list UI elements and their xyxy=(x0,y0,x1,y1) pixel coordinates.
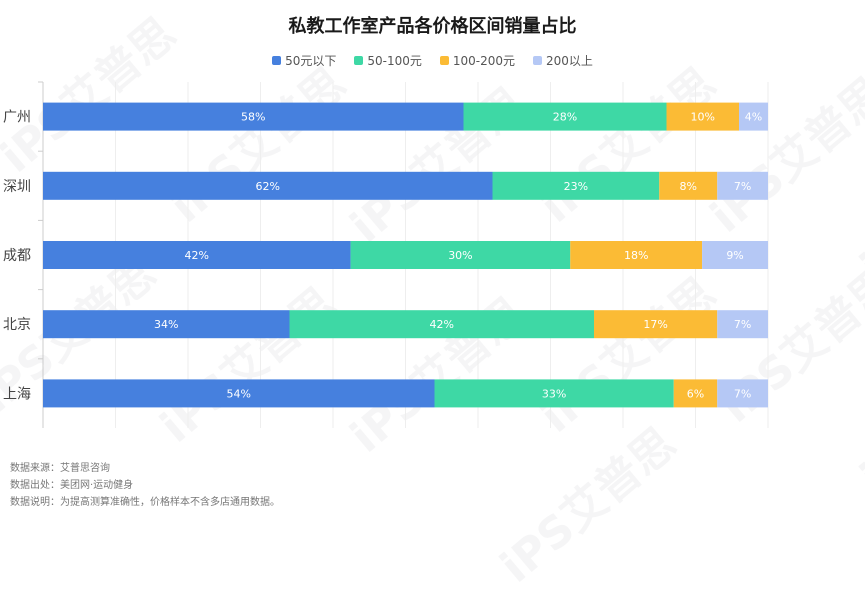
data-label: 4% xyxy=(745,111,762,124)
chart-title: 私教工作室产品各价格区间销量占比 xyxy=(288,16,577,37)
data-label: 33% xyxy=(542,387,566,400)
bar-segment xyxy=(434,379,674,408)
bar-segment xyxy=(659,171,718,200)
data-label: 8% xyxy=(680,180,697,193)
bar-segment xyxy=(570,241,703,269)
note-label: 数据出处： xyxy=(10,480,60,491)
legend-label: 50元以下 xyxy=(285,54,337,68)
data-label: 17% xyxy=(643,318,667,331)
note-source: 数据来源： 艾普思咨询 xyxy=(10,460,280,477)
bar-segment xyxy=(717,310,768,339)
bar-segment xyxy=(492,171,660,200)
note-label: 数据来源： xyxy=(10,463,60,474)
note-text: 美团网·运动健身 xyxy=(60,480,134,491)
bar-segment xyxy=(463,102,667,131)
bar-segment xyxy=(43,102,464,131)
legend-item-2[interactable]: 50-100元 xyxy=(354,52,422,69)
bar-segment xyxy=(43,379,435,408)
bar-segment xyxy=(43,241,351,269)
data-label: 7% xyxy=(734,318,751,331)
category-label: 上海 xyxy=(3,386,31,402)
bar-segment xyxy=(43,171,493,200)
legend-label: 50-100元 xyxy=(367,54,422,68)
chart-legend: 50元以下 50-100元 100-200元 200以上 xyxy=(0,52,865,69)
bar-segment xyxy=(739,102,768,131)
bar-segment xyxy=(43,310,290,339)
note-text: 为提高测算准确性，价格样本不含多店通用数据。 xyxy=(60,497,280,508)
data-label: 7% xyxy=(734,387,751,400)
data-label: 34% xyxy=(154,318,178,331)
bar-segment xyxy=(594,310,718,339)
legend-item-4[interactable]: 200以上 xyxy=(533,52,593,69)
note-origin: 数据出处： 美团网·运动健身 xyxy=(10,477,280,494)
category-label: 北京 xyxy=(3,317,31,333)
data-label: 58% xyxy=(241,111,265,124)
data-label: 62% xyxy=(256,180,280,193)
data-label: 7% xyxy=(734,180,751,193)
data-label: 9% xyxy=(726,249,743,262)
legend-swatch xyxy=(439,56,449,65)
bar-segment xyxy=(289,310,594,339)
data-label: 10% xyxy=(691,111,715,124)
legend-label: 100-200元 xyxy=(452,54,516,68)
data-label: 23% xyxy=(564,180,588,193)
bar-segment xyxy=(673,379,718,408)
legend-swatch xyxy=(354,56,364,65)
data-label: 6% xyxy=(687,387,704,400)
bar-segment xyxy=(666,102,739,131)
legend-swatch xyxy=(533,56,543,65)
category-label: 深圳 xyxy=(3,179,31,195)
data-label: 18% xyxy=(624,249,648,262)
legend-swatch xyxy=(272,56,282,65)
bar-segment xyxy=(350,241,571,269)
legend-item-3[interactable]: 100-200元 xyxy=(439,52,516,69)
bar-segment xyxy=(717,379,768,408)
legend-label: 200以上 xyxy=(546,54,593,68)
source-notes: 数据来源： 艾普思咨询 数据出处： 美团网·运动健身 数据说明： 为提高测算准确… xyxy=(10,460,280,511)
bar-segment xyxy=(702,241,768,269)
note-label: 数据说明： xyxy=(10,497,60,508)
legend-item-1[interactable]: 50元以下 xyxy=(272,52,336,69)
data-label: 30% xyxy=(448,249,472,262)
data-label: 54% xyxy=(227,387,251,400)
stacked-bar-chart: 广州 58% 28% 10% 4% 深圳 62% 23% 8% 7% 成都 42% 30% 18% 9% 北京… xyxy=(3,81,769,428)
category-label: 成都 xyxy=(3,248,31,264)
data-label: 42% xyxy=(430,318,454,331)
data-label: 42% xyxy=(185,249,209,262)
bar-segment xyxy=(717,171,768,200)
category-label: 广州 xyxy=(3,110,31,126)
note-text: 艾普思咨询 xyxy=(60,463,110,474)
data-label: 28% xyxy=(553,111,577,124)
note-explanation: 数据说明： 为提高测算准确性，价格样本不含多店通用数据。 xyxy=(10,494,280,511)
